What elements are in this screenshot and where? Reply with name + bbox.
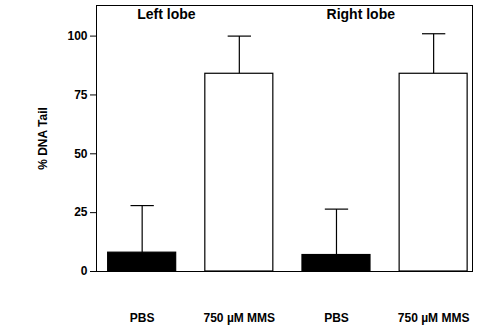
svg-text:100: 100 xyxy=(67,29,87,43)
svg-text:750 µM MMS: 750 µM MMS xyxy=(204,311,276,325)
svg-text:50: 50 xyxy=(74,147,88,161)
svg-text:Left lobe: Left lobe xyxy=(137,6,196,22)
svg-text:750 µM MMS: 750 µM MMS xyxy=(398,311,470,325)
svg-text:Right lobe: Right lobe xyxy=(327,6,396,22)
svg-text:PBS: PBS xyxy=(130,311,155,325)
svg-text:% DNA Tail: % DNA Tail xyxy=(36,107,50,170)
svg-text:PBS: PBS xyxy=(324,311,349,325)
svg-text:0: 0 xyxy=(81,264,88,278)
svg-text:75: 75 xyxy=(74,88,88,102)
svg-text:25: 25 xyxy=(74,205,88,219)
